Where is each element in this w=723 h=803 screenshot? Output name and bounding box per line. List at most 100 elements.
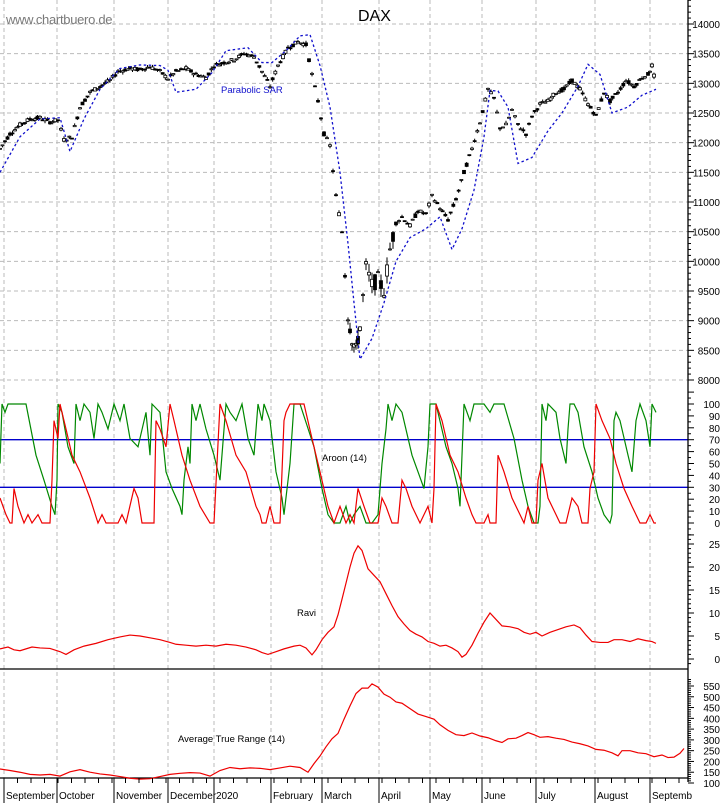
candle-up <box>38 115 42 119</box>
candle-down <box>307 58 311 63</box>
candle-down <box>249 54 254 57</box>
candle-up <box>337 212 341 217</box>
candle-up <box>629 83 634 86</box>
candle-up <box>186 68 191 71</box>
watermark: www.chartbuero.de <box>5 12 112 27</box>
candle-down <box>443 213 448 217</box>
candle-down <box>588 106 593 109</box>
candle-up <box>478 122 482 125</box>
aroon-tick-label: 30 <box>709 483 721 494</box>
candle-down <box>206 72 211 76</box>
candle-down <box>265 79 270 81</box>
candle-down <box>75 116 80 120</box>
atr-tick-label: 550 <box>703 682 720 693</box>
candle-up <box>158 69 162 72</box>
candle-up <box>572 81 577 85</box>
candle-down <box>10 132 15 135</box>
candle-down <box>480 110 485 113</box>
candle-down <box>621 82 626 87</box>
aroon-tick-label: 0 <box>714 519 720 530</box>
candle-up <box>217 64 221 67</box>
candle-down <box>343 274 347 278</box>
candle-down <box>516 123 520 125</box>
month-label: October <box>59 791 95 802</box>
candle-up <box>556 91 561 94</box>
candle-up <box>105 79 110 83</box>
candle-down <box>591 111 596 115</box>
atr-tick-label: 100 <box>703 779 720 790</box>
candle-up <box>470 147 474 150</box>
candle-down <box>440 210 445 213</box>
candle-up <box>296 41 300 44</box>
candle-up <box>418 209 423 213</box>
sar-label: Parabolic SAR <box>221 85 283 96</box>
price-tick-label: 10500 <box>692 228 720 239</box>
price-tick-label: 9000 <box>698 317 721 328</box>
candle-down <box>521 129 526 132</box>
candle-down <box>278 61 283 64</box>
candle-down <box>45 118 50 121</box>
candle-up <box>397 220 401 222</box>
candle-up <box>650 63 654 68</box>
chart-title: DAX <box>358 8 391 25</box>
ravi-tick-label: 5 <box>714 632 720 643</box>
candle-down <box>435 202 440 205</box>
price-tick-label: 10000 <box>692 257 720 268</box>
month-label: June <box>484 791 506 802</box>
candle-up <box>364 261 368 265</box>
candle-up <box>260 70 264 73</box>
candle-down <box>313 85 317 88</box>
candle-down <box>602 92 606 95</box>
price-tick-label: 8000 <box>698 376 721 387</box>
candle-up <box>564 84 569 87</box>
candle-up <box>513 115 517 118</box>
aroon-tick-label: 20 <box>709 495 721 506</box>
candle-down <box>562 86 566 91</box>
candle-down <box>498 127 502 130</box>
candle-up <box>586 103 590 106</box>
month-label: November <box>116 791 163 802</box>
candle-down <box>340 231 344 234</box>
candle-up <box>648 70 652 73</box>
candle-up <box>388 248 392 251</box>
candle-down <box>304 42 308 46</box>
right-axis: 8000850090009500100001050011000115001200… <box>687 0 721 790</box>
candle-up <box>643 76 647 79</box>
candle-up <box>430 193 434 196</box>
candle-up <box>268 86 272 89</box>
candle-down <box>618 87 623 90</box>
candle-up <box>438 208 442 211</box>
candle-down <box>244 53 249 56</box>
candle-up <box>201 75 206 78</box>
month-label: August <box>597 791 628 802</box>
candle-up <box>554 92 558 95</box>
candle-down <box>400 216 404 219</box>
candle-up <box>234 58 239 61</box>
candle-up <box>209 68 214 71</box>
candle-up <box>276 64 280 67</box>
candle-up <box>507 116 511 119</box>
aroon-tick-label: 10 <box>709 507 721 518</box>
candle-up <box>385 264 389 277</box>
candle-down <box>464 162 469 167</box>
month-label: Septemb <box>652 791 692 802</box>
candle-up <box>328 144 332 147</box>
candle-up <box>583 97 588 102</box>
candle-down <box>394 221 398 226</box>
candle-down <box>85 95 90 98</box>
candle-up <box>410 218 415 221</box>
candle-up <box>72 125 77 128</box>
candle-down <box>5 136 10 140</box>
candle-down <box>570 78 574 83</box>
candle-down <box>143 68 147 71</box>
ravi-line <box>0 544 657 658</box>
candle-down <box>348 328 352 334</box>
candle-down <box>524 133 528 136</box>
candle-up <box>176 70 181 72</box>
ravi-panel <box>0 544 657 658</box>
ravi-tick-label: 20 <box>709 563 721 574</box>
price-tick-label: 13000 <box>692 79 720 90</box>
candle-down <box>413 213 418 218</box>
candle-up <box>163 74 168 79</box>
